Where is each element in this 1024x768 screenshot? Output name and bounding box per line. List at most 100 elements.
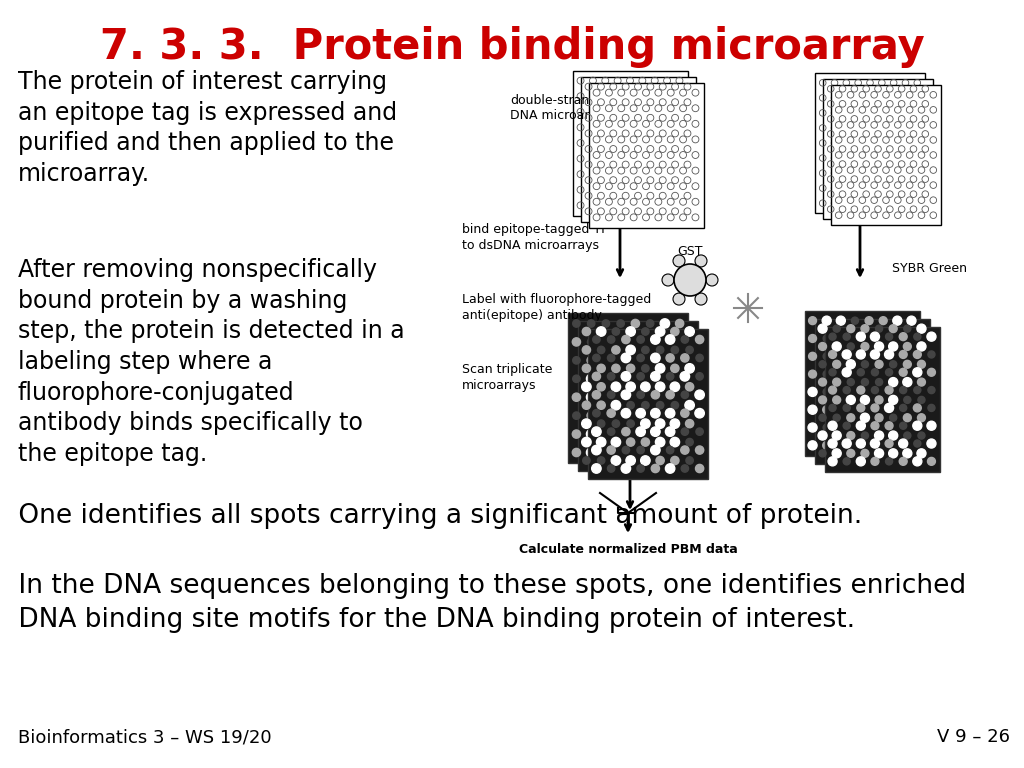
Circle shape (889, 325, 897, 333)
Circle shape (674, 264, 706, 296)
Circle shape (851, 353, 859, 360)
Circle shape (912, 421, 922, 430)
Circle shape (646, 375, 653, 382)
Circle shape (681, 336, 688, 343)
Circle shape (695, 409, 705, 418)
Circle shape (655, 382, 665, 392)
Circle shape (588, 319, 595, 327)
Circle shape (870, 439, 880, 448)
Circle shape (597, 382, 605, 391)
Circle shape (842, 368, 851, 377)
Circle shape (681, 465, 688, 472)
Circle shape (856, 350, 865, 359)
Circle shape (660, 393, 669, 402)
Circle shape (870, 350, 880, 359)
Circle shape (572, 338, 581, 346)
Circle shape (903, 449, 911, 458)
Circle shape (837, 423, 846, 432)
Circle shape (818, 378, 826, 386)
Circle shape (894, 442, 901, 449)
Circle shape (871, 422, 879, 429)
Circle shape (636, 427, 645, 436)
Circle shape (650, 353, 660, 362)
Circle shape (671, 364, 679, 372)
Circle shape (829, 333, 836, 340)
Circle shape (602, 412, 610, 420)
Circle shape (602, 319, 609, 327)
Circle shape (865, 406, 872, 413)
Circle shape (894, 406, 901, 413)
Circle shape (607, 465, 614, 472)
Bar (572, 71, 687, 216)
Circle shape (809, 316, 816, 325)
Circle shape (627, 402, 634, 409)
Circle shape (846, 359, 855, 369)
Circle shape (607, 354, 614, 362)
Circle shape (837, 353, 845, 360)
Circle shape (662, 274, 674, 286)
Circle shape (637, 391, 644, 399)
Circle shape (876, 325, 883, 333)
Circle shape (632, 449, 639, 456)
Circle shape (637, 465, 644, 472)
Circle shape (890, 414, 897, 422)
Circle shape (886, 458, 893, 465)
Circle shape (837, 316, 846, 325)
Circle shape (622, 409, 631, 418)
Circle shape (918, 396, 925, 403)
Circle shape (627, 438, 635, 446)
Circle shape (857, 404, 864, 412)
Circle shape (667, 446, 674, 454)
Circle shape (632, 356, 639, 364)
Circle shape (637, 372, 644, 380)
Circle shape (650, 335, 660, 344)
Circle shape (626, 382, 635, 392)
Circle shape (686, 457, 693, 464)
Circle shape (650, 372, 660, 381)
Circle shape (865, 335, 872, 342)
Circle shape (642, 346, 649, 353)
Circle shape (592, 464, 601, 473)
Circle shape (904, 432, 911, 439)
Circle shape (601, 448, 610, 457)
Circle shape (627, 364, 635, 372)
Circle shape (641, 455, 650, 465)
Circle shape (650, 427, 660, 436)
Text: V 9 – 26: V 9 – 26 (937, 728, 1010, 746)
Circle shape (894, 371, 901, 378)
Circle shape (622, 372, 631, 381)
Circle shape (819, 361, 826, 368)
Circle shape (885, 403, 894, 412)
Circle shape (631, 319, 640, 328)
Circle shape (843, 386, 850, 394)
Circle shape (918, 432, 925, 439)
Circle shape (828, 421, 837, 430)
Circle shape (828, 439, 837, 448)
Circle shape (874, 431, 884, 440)
Circle shape (912, 457, 922, 466)
Circle shape (572, 356, 580, 364)
Circle shape (607, 409, 615, 417)
Circle shape (695, 446, 703, 454)
Circle shape (857, 369, 864, 376)
Circle shape (685, 400, 694, 410)
Circle shape (903, 414, 911, 422)
Circle shape (822, 406, 830, 414)
Circle shape (607, 428, 614, 435)
Circle shape (626, 455, 635, 465)
Text: Label with fluorophore-tagged
anti(epitope) antibody: Label with fluorophore-tagged anti(epito… (462, 293, 651, 323)
Text: bind epitope-tagged TF
to dsDNA microarrays: bind epitope-tagged TF to dsDNA microarr… (462, 223, 608, 253)
Circle shape (900, 405, 906, 412)
Bar (824, 326, 939, 472)
Circle shape (928, 405, 935, 412)
Circle shape (666, 354, 674, 362)
Circle shape (847, 449, 855, 457)
Circle shape (899, 333, 907, 340)
Circle shape (837, 441, 846, 450)
Circle shape (918, 414, 926, 422)
Circle shape (641, 382, 650, 392)
Circle shape (808, 387, 817, 396)
Circle shape (641, 419, 650, 429)
Circle shape (631, 393, 640, 402)
Circle shape (572, 375, 580, 382)
